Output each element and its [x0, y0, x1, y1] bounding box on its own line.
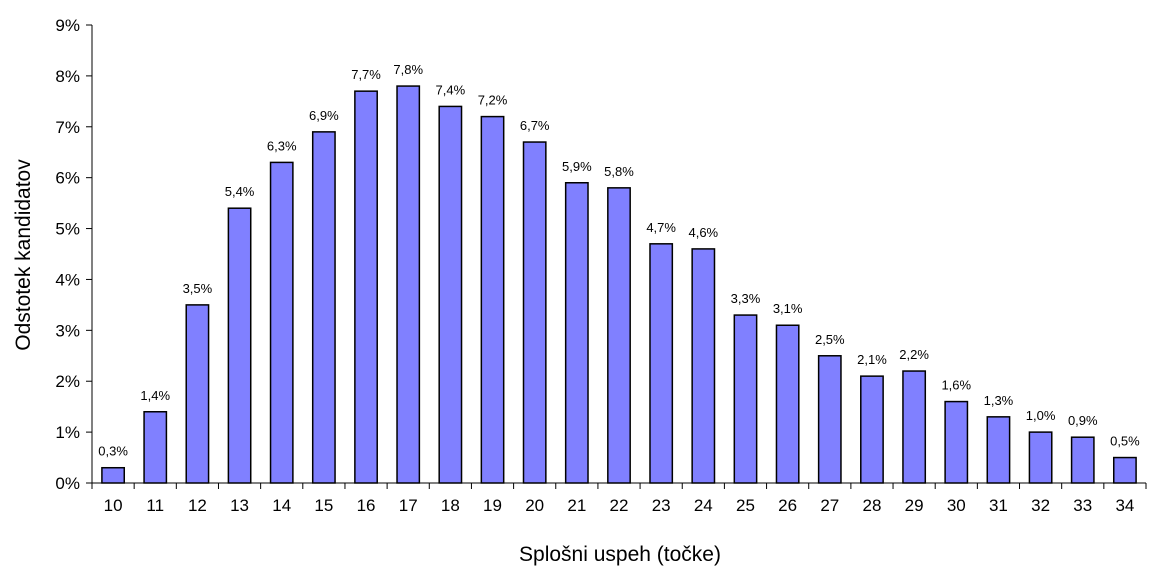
x-tick-label: 11 [146, 496, 164, 515]
bar [143, 411, 168, 484]
data-label: 2,5% [815, 332, 845, 347]
bar [522, 141, 547, 484]
data-label: 7,8% [393, 62, 423, 77]
data-label: 1,6% [941, 378, 971, 393]
y-tick-label: 0% [55, 474, 80, 493]
data-label: 6,7% [520, 118, 550, 133]
data-label: 7,2% [478, 93, 508, 108]
data-label: 6,9% [309, 108, 339, 123]
data-label: 6,3% [267, 138, 297, 153]
data-label: 7,4% [436, 82, 466, 97]
bar [817, 355, 842, 484]
bar [1028, 431, 1053, 484]
x-axis-title: Splošni uspeh (točke) [519, 543, 721, 566]
data-label: 5,8% [604, 164, 634, 179]
data-label: 3,1% [773, 301, 803, 316]
data-label: 4,7% [646, 220, 676, 235]
bar [691, 248, 716, 484]
x-tick-label: 33 [1073, 496, 1092, 515]
bar [438, 105, 463, 484]
y-tick-label: 9% [55, 16, 80, 35]
y-axis-title: Odstotek kandidatov [12, 159, 35, 351]
x-tick-label: 28 [862, 496, 881, 515]
data-labels: 0,3% 1,4% 3,5% 5,4% 6,3% 6,9% 7,7% 7,8% 7,4% 7,2%… [98, 62, 1140, 459]
bar [396, 85, 421, 484]
x-axis-ticks: 10 11 12 13 14 15 16 17 18 19 20 21 22 23 24 25 26 27 28 29… [91, 483, 1147, 515]
x-tick-label: 31 [989, 496, 1008, 515]
y-tick-label: 5% [55, 220, 80, 239]
bar [649, 243, 674, 484]
x-tick-label: 20 [525, 496, 544, 515]
y-tick-label: 1% [55, 423, 80, 442]
x-tick-label: 14 [272, 496, 291, 515]
data-label: 5,9% [562, 159, 592, 174]
x-tick-label: 29 [905, 496, 924, 515]
bar [902, 370, 927, 484]
x-tick-label: 16 [357, 496, 376, 515]
y-axis-ticks: 0% 1% 2% 3% 4% 5% 6% 7% 8% 9% [55, 16, 92, 493]
data-label: 0,5% [1110, 434, 1140, 449]
bar [101, 466, 126, 484]
x-tick-label: 10 [104, 496, 123, 515]
bar [860, 375, 884, 484]
bar [944, 400, 969, 484]
bar [480, 115, 505, 484]
data-label: 5,4% [225, 184, 255, 199]
bar [1070, 436, 1095, 484]
bar [185, 304, 210, 484]
bar [733, 314, 758, 484]
bar [354, 90, 378, 484]
data-label: 2,1% [857, 352, 887, 367]
x-tick-label: 26 [778, 496, 797, 515]
x-tick-label: 25 [736, 496, 755, 515]
data-label: 4,6% [688, 225, 718, 240]
y-tick-label: 2% [55, 372, 80, 391]
x-tick-label: 32 [1031, 496, 1050, 515]
bar [607, 187, 631, 484]
x-tick-label: 18 [441, 496, 460, 515]
data-label: 1,3% [984, 393, 1014, 408]
bar [775, 324, 800, 484]
x-tick-label: 27 [820, 496, 839, 515]
x-tick-label: 24 [694, 496, 713, 515]
x-tick-label: 30 [947, 496, 966, 515]
x-tick-label: 34 [1115, 496, 1134, 515]
data-label: 1,0% [1026, 408, 1056, 423]
y-tick-label: 7% [55, 118, 80, 137]
data-label: 3,5% [183, 281, 213, 296]
axes [91, 25, 1146, 484]
x-tick-label: 22 [610, 496, 629, 515]
bar [564, 182, 589, 484]
data-label: 2,2% [899, 347, 929, 362]
data-label: 3,3% [731, 291, 761, 306]
data-label: 0,9% [1068, 413, 1098, 428]
y-tick-label: 8% [55, 67, 80, 86]
x-tick-label: 23 [652, 496, 671, 515]
x-tick-label: 13 [230, 496, 249, 515]
bar [269, 161, 294, 484]
data-label: 0,3% [98, 444, 128, 459]
bar [311, 131, 336, 484]
bar [1112, 456, 1137, 484]
y-tick-label: 3% [55, 321, 80, 340]
x-tick-label: 12 [188, 496, 207, 515]
y-tick-label: 6% [55, 169, 80, 188]
bar [986, 416, 1011, 484]
y-tick-label: 4% [55, 270, 80, 289]
x-tick-label: 15 [314, 496, 333, 515]
x-tick-label: 21 [567, 496, 586, 515]
bars [101, 85, 1137, 484]
data-label: 7,7% [351, 67, 381, 82]
data-label: 1,4% [140, 388, 170, 403]
x-tick-label: 19 [483, 496, 502, 515]
bar [227, 207, 252, 484]
x-tick-label: 17 [399, 496, 418, 515]
